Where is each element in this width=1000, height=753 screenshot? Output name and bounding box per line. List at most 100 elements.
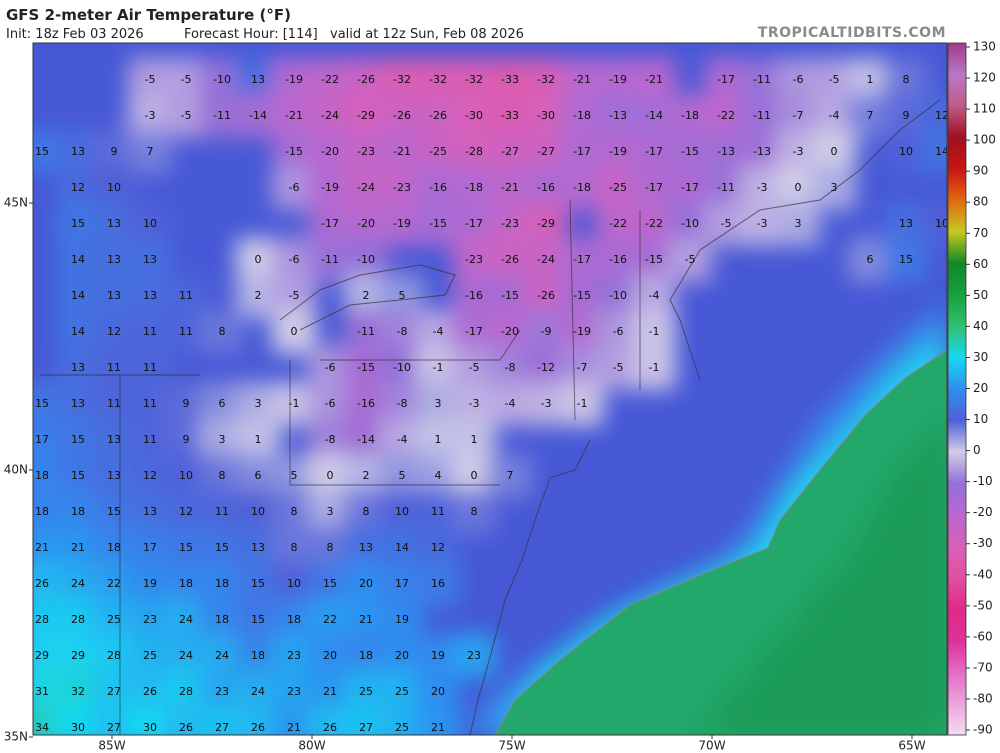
temperature-value: 22 (323, 613, 337, 626)
temperature-value: -5 (685, 253, 696, 266)
temperature-value: -5 (145, 73, 156, 86)
temperature-value: 25 (143, 649, 157, 662)
temperature-value: -22 (717, 109, 735, 122)
temperature-value: 13 (71, 145, 85, 158)
temperature-value: -4 (505, 397, 516, 410)
temperature-value: -19 (573, 325, 591, 338)
temperature-value: 15 (35, 145, 49, 158)
temperature-value: 3 (795, 217, 802, 230)
temperature-value: -17 (681, 181, 699, 194)
temperature-value: 0 (291, 325, 298, 338)
temperature-value: -13 (717, 145, 735, 158)
temperature-value: 18 (107, 541, 121, 554)
temperature-value: 12 (431, 541, 445, 554)
temperature-value: -21 (285, 109, 303, 122)
temperature-value: -9 (541, 325, 552, 338)
temperature-value: 25 (359, 685, 373, 698)
temperature-value: -3 (757, 181, 768, 194)
temperature-value: -22 (645, 217, 663, 230)
temperature-value: -17 (645, 181, 663, 194)
temperature-value: -4 (829, 109, 840, 122)
temperature-value: 31 (35, 685, 49, 698)
temperature-value: 15 (71, 433, 85, 446)
temperature-value: 10 (395, 505, 409, 518)
temperature-value: -22 (321, 73, 339, 86)
temperature-value: -5 (829, 73, 840, 86)
temperature-value: -6 (289, 253, 300, 266)
temperature-value: -6 (289, 181, 300, 194)
colorbar-label: -60 (973, 629, 993, 643)
colorbar-label: -50 (973, 598, 993, 612)
temperature-value: -19 (285, 73, 303, 86)
temperature-value: 1 (471, 433, 478, 446)
temperature-value: -26 (501, 253, 519, 266)
colorbar-label: 10 (973, 412, 988, 426)
temperature-value: -5 (289, 289, 300, 302)
temperature-value: 28 (35, 613, 49, 626)
temperature-value: -13 (753, 145, 771, 158)
temperature-value: -11 (213, 109, 231, 122)
colorbar (947, 42, 967, 736)
temperature-value: -23 (357, 145, 375, 158)
colorbar-label: 70 (973, 226, 988, 240)
temperature-value: 19 (143, 577, 157, 590)
temperature-value: 23 (287, 649, 301, 662)
forecast-hour: Forecast Hour: [114] (184, 27, 318, 42)
temperature-value: 27 (215, 721, 229, 734)
temperature-value: -13 (609, 109, 627, 122)
lat-label: 35N (4, 730, 28, 744)
lon-label: 85W (98, 739, 125, 753)
temperature-value: 32 (71, 685, 85, 698)
temperature-value: 10 (899, 145, 913, 158)
temperature-value: -33 (501, 109, 519, 122)
temperature-value: 10 (179, 469, 193, 482)
temperature-field (33, 58, 947, 735)
temperature-value: -19 (321, 181, 339, 194)
temperature-value: -8 (325, 433, 336, 446)
temperature-value: 13 (71, 397, 85, 410)
temperature-value: 1 (867, 73, 874, 86)
temperature-value: 6 (219, 397, 226, 410)
temperature-value: 26 (323, 721, 337, 734)
temperature-value: -5 (721, 217, 732, 230)
temperature-value: 13 (107, 217, 121, 230)
temperature-value: -24 (357, 181, 375, 194)
temperature-value: 14 (935, 145, 949, 158)
temperature-value: 2 (363, 469, 370, 482)
temperature-value: -33 (501, 73, 519, 86)
temperature-value: 8 (471, 505, 478, 518)
temperature-value: -11 (753, 73, 771, 86)
temperature-value: 22 (107, 577, 121, 590)
temperature-value: 7 (147, 145, 154, 158)
temperature-value: 11 (107, 397, 121, 410)
temperature-cell (920, 130, 947, 174)
temperature-value: 10 (107, 181, 121, 194)
temperature-value: 11 (143, 397, 157, 410)
temperature-value: -27 (537, 145, 555, 158)
temperature-value: 10 (251, 505, 265, 518)
temperature-value: -6 (613, 325, 624, 338)
colorbar-label: 40 (973, 319, 988, 333)
temperature-value: -21 (645, 73, 663, 86)
temperature-value: 8 (291, 505, 298, 518)
temperature-value: 0 (471, 469, 478, 482)
temperature-value: 12 (935, 109, 949, 122)
temperature-value: 13 (143, 253, 157, 266)
map-area: -5 -5 -10 13 -19 -22 -26 -32 -32 -32 -33 -32 -21 -19-… (33, 43, 949, 735)
temperature-cell (560, 382, 604, 426)
temperature-value: 12 (179, 505, 193, 518)
temperature-value: 24 (251, 685, 265, 698)
temperature-value: 25 (395, 685, 409, 698)
coastline (279, 99, 941, 735)
temperature-value: -25 (609, 181, 627, 194)
temperature-value: -6 (325, 361, 336, 374)
temperature-value: 13 (107, 253, 121, 266)
temperature-value: 29 (71, 649, 85, 662)
temperature-value: 11 (143, 325, 157, 338)
temperature-value: -5 (469, 361, 480, 374)
temperature-value: 28 (179, 685, 193, 698)
temperature-value: 15 (179, 541, 193, 554)
temperature-value: 28 (107, 649, 121, 662)
temperature-value: 3 (219, 433, 226, 446)
temperature-value: -32 (465, 73, 483, 86)
